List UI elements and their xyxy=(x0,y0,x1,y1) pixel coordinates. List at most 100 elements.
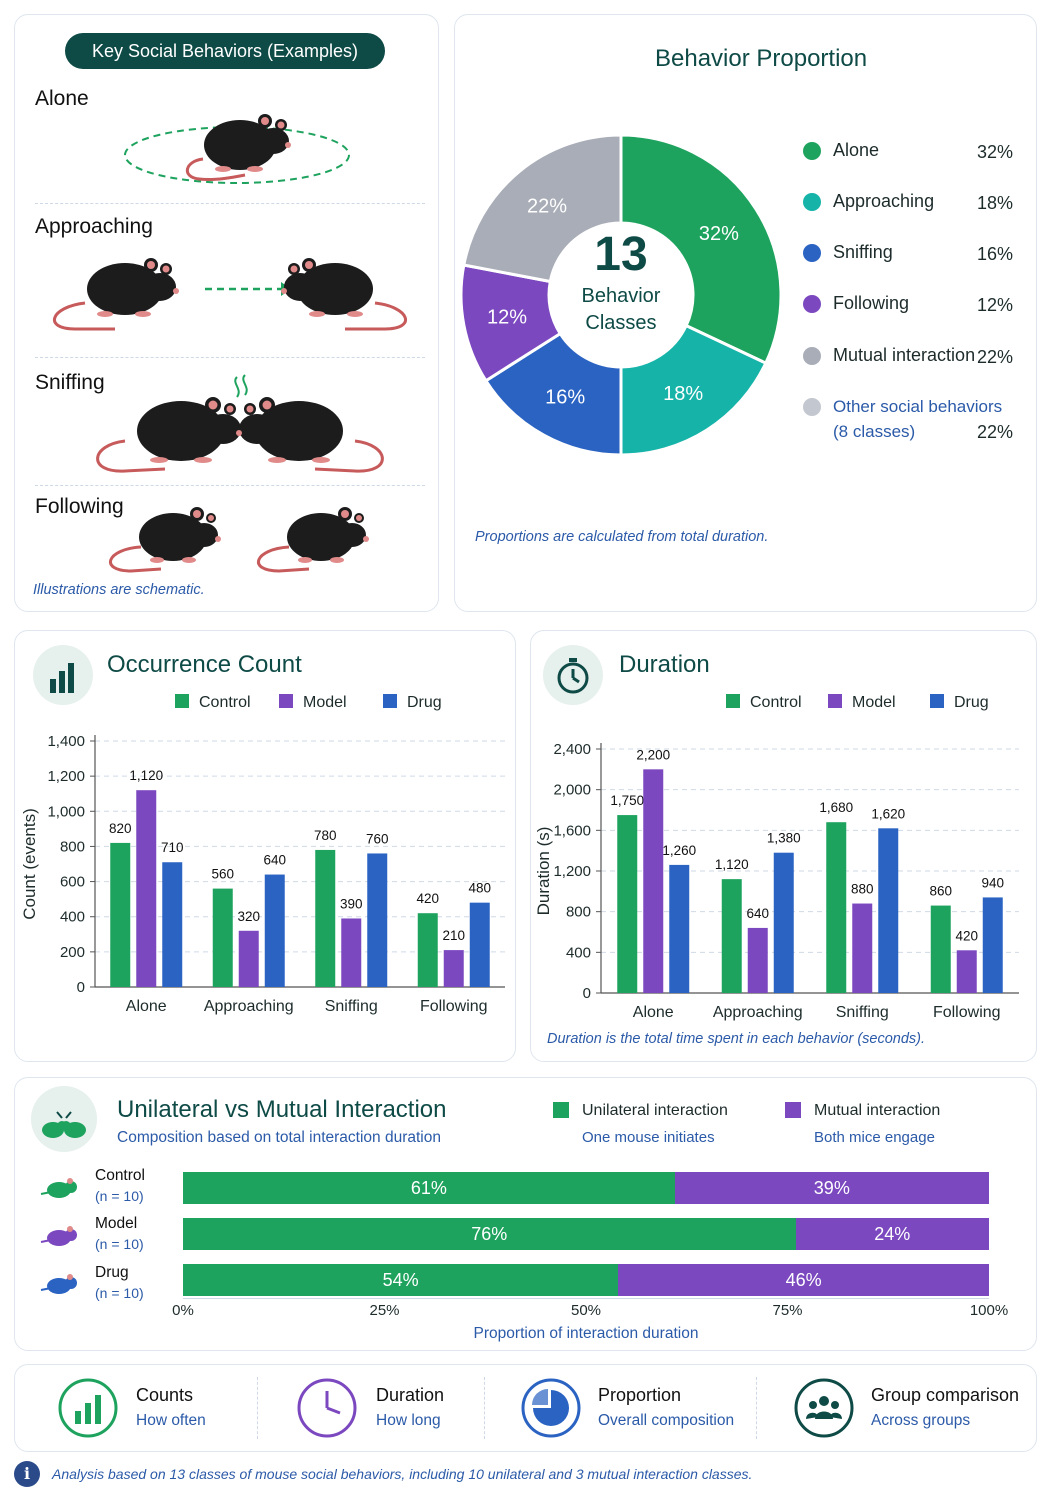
donut-slice-label: 32% xyxy=(699,223,739,245)
illustration-note: Illustrations are schematic. xyxy=(33,582,205,598)
scent-wave-icon xyxy=(234,374,248,398)
bar-value-label: 320 xyxy=(237,909,260,924)
group-name: Drug xyxy=(95,1264,129,1281)
legend-dot-mutual xyxy=(803,347,821,365)
donut-slice xyxy=(619,133,783,366)
bar xyxy=(747,927,768,993)
footer-sub: Across groups xyxy=(871,1412,971,1429)
footer-sub: How long xyxy=(376,1412,441,1429)
bar-value-label: 780 xyxy=(314,828,337,843)
footer-separator xyxy=(756,1377,757,1439)
bar-value-label: 1,380 xyxy=(767,831,801,846)
footer-sub: How often xyxy=(136,1412,206,1429)
bar xyxy=(930,905,951,993)
bar xyxy=(212,888,233,987)
mutual-segment: 39% xyxy=(674,1172,989,1204)
bar-value-label: 820 xyxy=(109,821,132,836)
footer-separator xyxy=(484,1377,485,1439)
legend-label: Approaching xyxy=(833,191,935,211)
bar xyxy=(417,913,438,987)
interaction-card: Unilateral vs Mutual Interaction Composi… xyxy=(14,1077,1037,1351)
proportion-note: Proportions are calculated from total du… xyxy=(475,529,769,545)
mouse-icon xyxy=(40,1274,77,1294)
donut-center-number: 13 xyxy=(594,228,648,281)
legend-label: Control xyxy=(199,694,251,711)
legend-dot-approaching xyxy=(803,193,821,211)
group-n: (n = 10) xyxy=(95,1188,144,1204)
legend-label: Alone xyxy=(833,140,880,160)
legend-dot-other xyxy=(803,398,821,416)
behavior-label-following: Following xyxy=(35,495,124,518)
bar-value-label: 860 xyxy=(929,884,952,899)
divider xyxy=(35,485,425,486)
y-tick-label: 200 xyxy=(60,944,85,961)
x-tick-label: 100% xyxy=(969,1302,1009,1319)
bar xyxy=(669,864,690,993)
donut-center-line2: Classes xyxy=(585,312,657,334)
summary-card: Counts How often Duration How long Propo… xyxy=(14,1364,1037,1452)
y-tick-label: 2,000 xyxy=(553,782,591,799)
bar-value-label: 390 xyxy=(340,896,363,911)
clock-icon xyxy=(297,1378,357,1438)
x-tick-label: Approaching xyxy=(713,1004,803,1021)
bar-value-label: 420 xyxy=(955,928,978,943)
following-illustration xyxy=(109,507,369,573)
mouse-icon xyxy=(53,258,179,331)
group-n: (n = 10) xyxy=(95,1236,144,1252)
bar-chart-icon xyxy=(58,1378,118,1438)
bar-value-label: 1,750 xyxy=(610,793,644,808)
x-tick-label: Following xyxy=(420,998,488,1015)
bar-value-label: 1,260 xyxy=(662,843,696,858)
footer-sub: Overall composition xyxy=(598,1412,735,1429)
y-tick-label: 1,600 xyxy=(553,822,591,839)
bar xyxy=(982,897,1003,993)
bar-chart-icon xyxy=(33,645,93,705)
bar-value-label: 640 xyxy=(263,853,286,868)
legend-other-label-2: (8 classes) xyxy=(833,422,916,441)
y-tick-label: 1,200 xyxy=(553,863,591,880)
bar-value-label: 2,200 xyxy=(636,747,670,762)
donut-center-line1: Behavior xyxy=(581,285,661,307)
donut-slice xyxy=(483,331,623,457)
legend-other-value: 22% xyxy=(977,422,1014,442)
legend-unilateral-sub: One mouse initiates xyxy=(582,1129,715,1146)
unilateral-segment: 54% xyxy=(183,1264,619,1296)
bar-value-label: 880 xyxy=(851,882,874,897)
interaction-subtitle: Composition based on total interaction d… xyxy=(117,1129,441,1146)
footer-separator xyxy=(257,1377,258,1439)
x-tick-label: 0% xyxy=(172,1302,194,1319)
bar-value-label: 210 xyxy=(442,928,465,943)
legend-other-label-1: Other social behaviors xyxy=(833,397,1003,416)
x-tick-label: Alone xyxy=(633,1004,674,1021)
legend-value: 18% xyxy=(977,193,1014,213)
mouse-icon xyxy=(257,507,369,573)
bar xyxy=(315,849,336,987)
group-name: Model xyxy=(95,1215,138,1232)
footer-title: Proportion xyxy=(598,1385,682,1405)
bar xyxy=(852,903,873,993)
y-axis-label: Duration (s) xyxy=(534,827,553,916)
x-tick-label: Sniffing xyxy=(836,1004,889,1021)
legend-label: Drug xyxy=(407,694,442,711)
legend-dot-alone xyxy=(803,142,821,160)
bar xyxy=(341,918,362,987)
duration-note: Duration is the total time spent in each… xyxy=(547,1031,926,1047)
behavior-label-alone: Alone xyxy=(35,87,89,110)
bar-value-label: 1,620 xyxy=(871,806,905,821)
x-tick-label: 75% xyxy=(772,1302,803,1319)
mouse-icon xyxy=(109,507,221,573)
bar xyxy=(878,828,899,993)
legend-value: 32% xyxy=(977,142,1014,162)
bar xyxy=(469,902,490,987)
bar-value-label: 940 xyxy=(981,875,1004,890)
x-tick-label: Alone xyxy=(126,998,167,1015)
mouse-icon xyxy=(40,1178,77,1198)
proportion-title: Behavior Proportion xyxy=(655,45,868,72)
footer-title: Duration xyxy=(376,1385,445,1405)
legend-swatch xyxy=(279,694,293,708)
bar xyxy=(110,842,131,987)
bar-value-label: 480 xyxy=(468,881,491,896)
behaviors-title: Key Social Behaviors (Examples) xyxy=(65,33,385,69)
donut-slice-label: 18% xyxy=(663,383,703,405)
donut-slice xyxy=(619,323,768,457)
